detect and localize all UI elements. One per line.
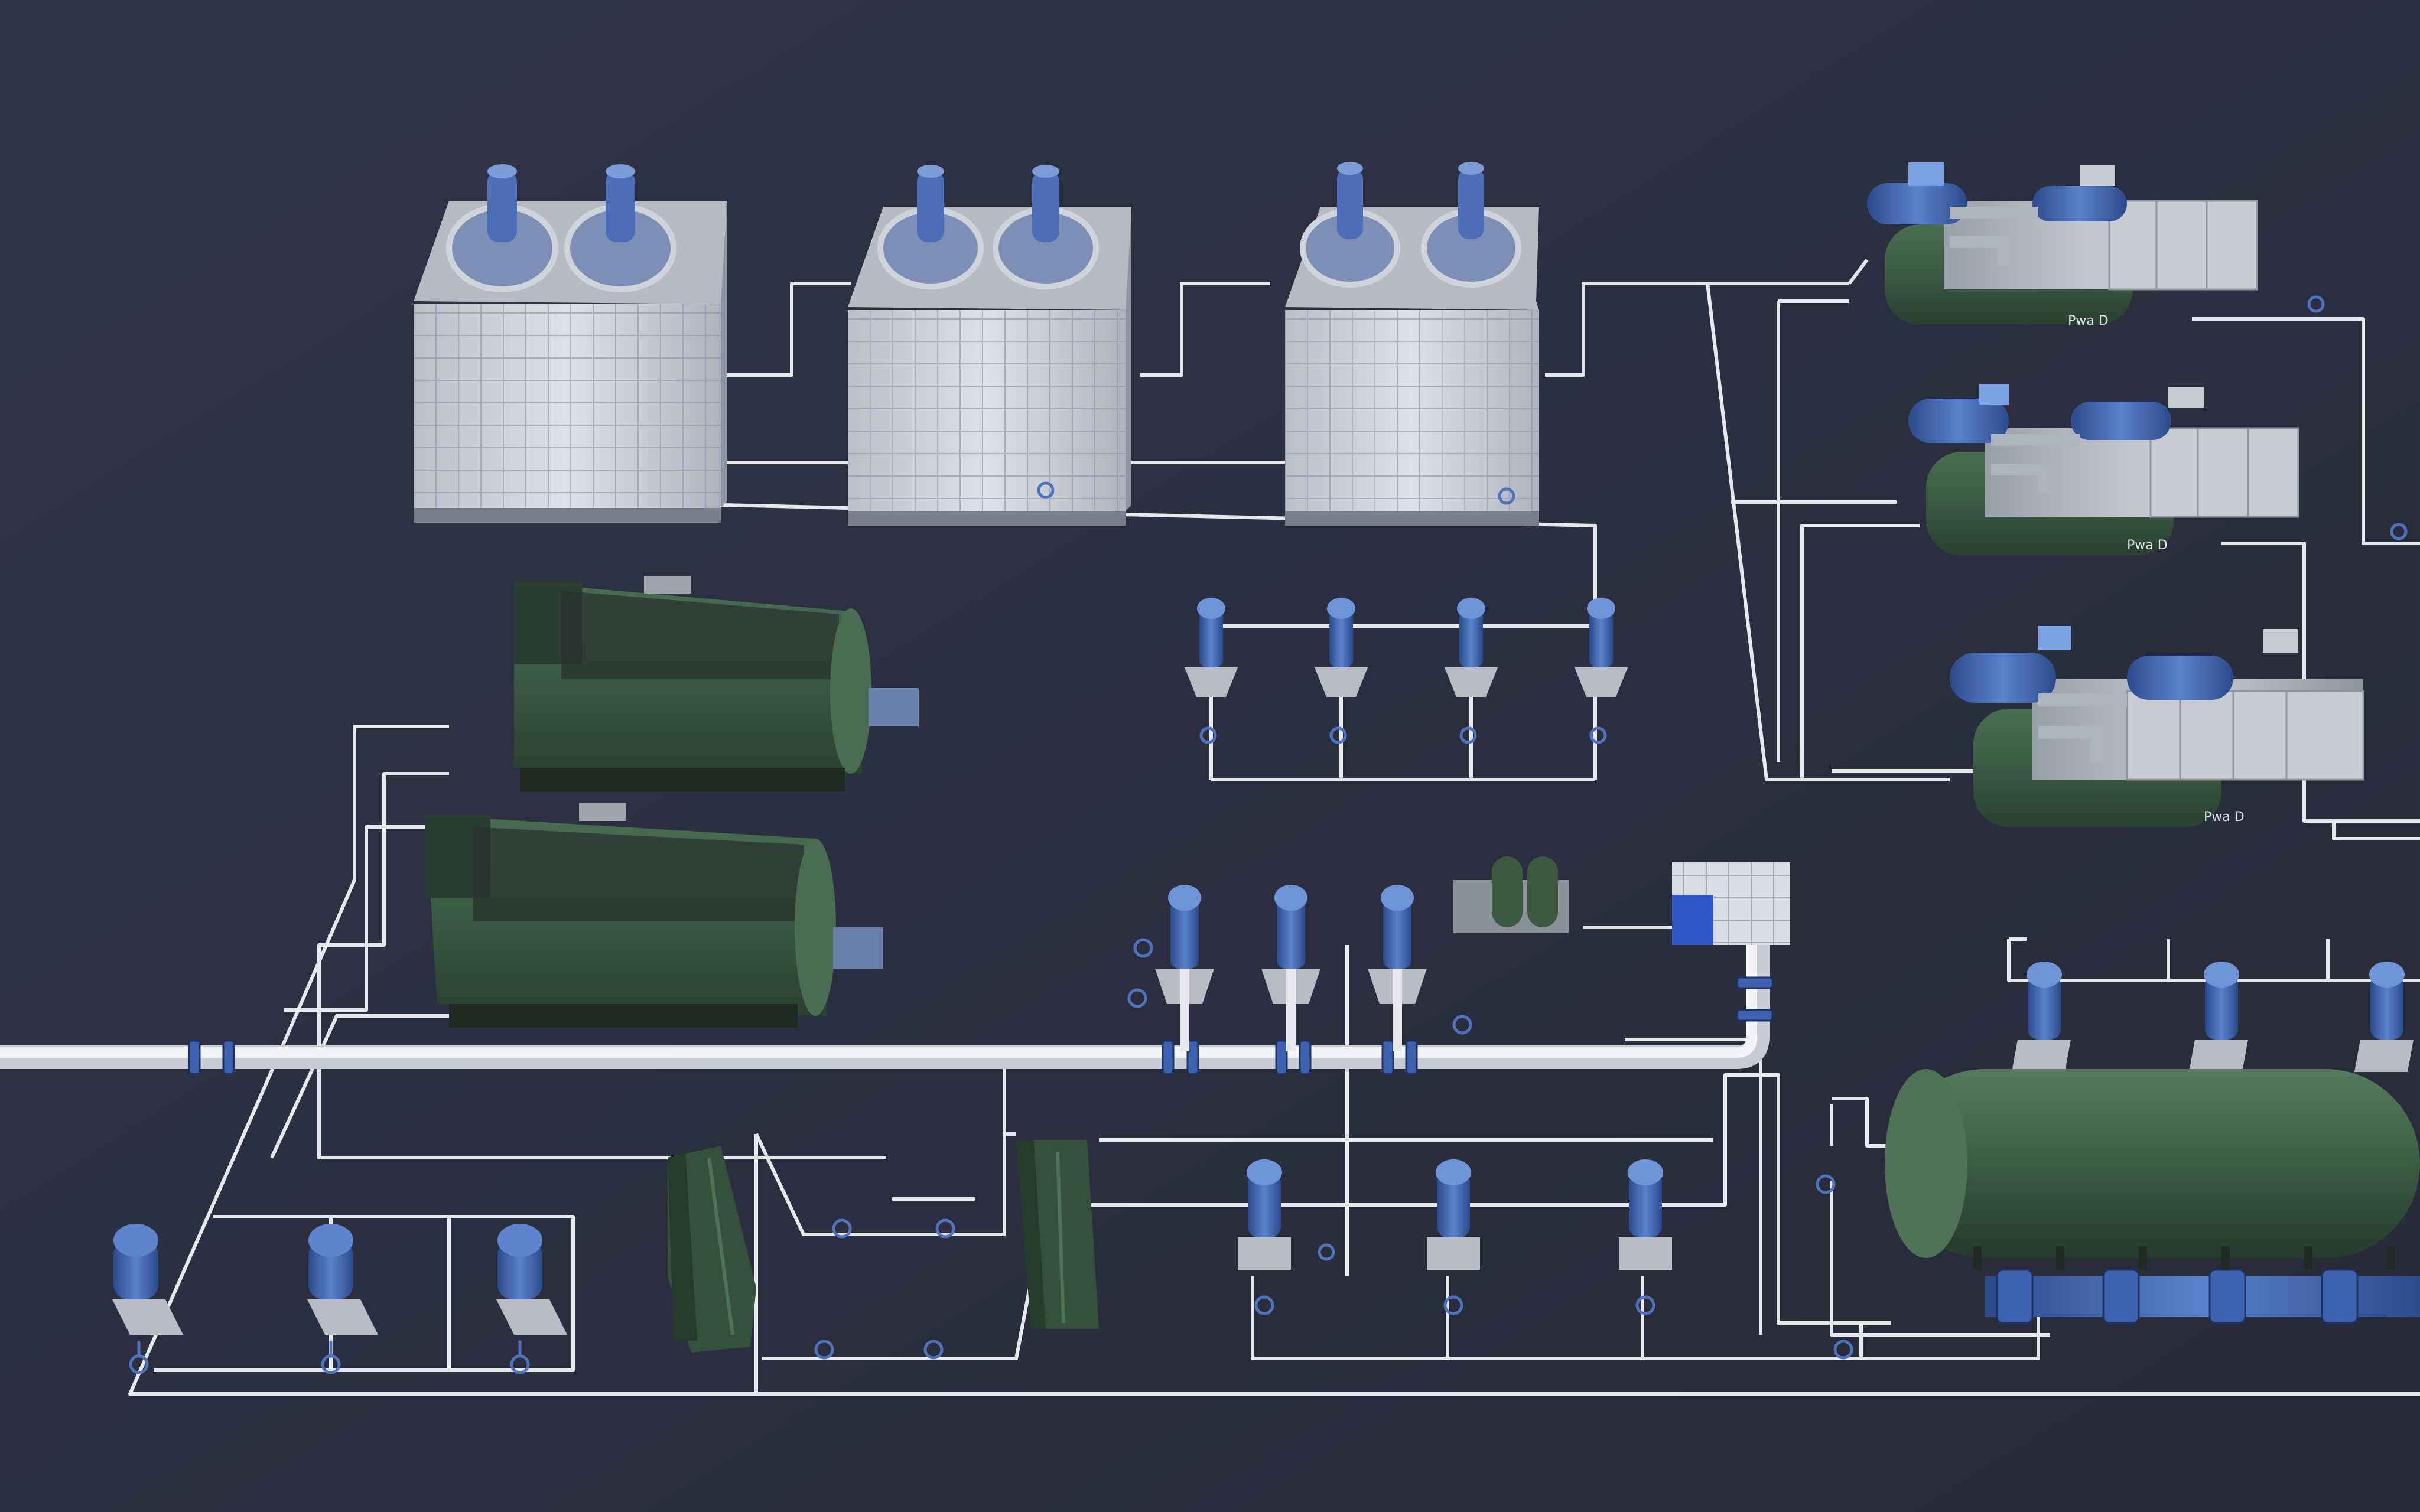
chiller-1-tag: Pwa D <box>2068 314 2109 328</box>
chiller-3: Pwa D <box>1950 626 2364 827</box>
pump-row-cooling-water <box>1185 598 1628 697</box>
valve-icon <box>129 1341 149 1374</box>
pump-row-tank <box>2012 962 2414 1072</box>
fan-icon <box>564 164 676 292</box>
valve-icon <box>1133 938 1153 958</box>
valve-icon <box>1127 988 1147 1008</box>
valve-markers <box>129 295 2408 1374</box>
valve-icon <box>2390 523 2408 540</box>
valve-icon <box>1635 1295 1655 1315</box>
valve-icon <box>1037 481 1055 499</box>
valve-icon <box>1816 1174 1836 1194</box>
valve-icon <box>832 1218 852 1239</box>
valve-icon <box>2307 295 2325 313</box>
pump-row-chilled-water <box>1155 885 1427 1051</box>
fan-icon <box>993 165 1099 289</box>
valve-icon <box>923 1340 944 1360</box>
pipe-network <box>128 259 2420 1396</box>
valve-icon <box>1452 1015 1472 1035</box>
pump-icon <box>1238 1159 1291 1270</box>
cooling-tower-1 <box>414 164 727 523</box>
pump-icon <box>1575 598 1628 697</box>
pump-icon <box>1315 598 1368 697</box>
expansion-unit <box>1453 856 1569 933</box>
valve-icon <box>1498 487 1515 505</box>
chiller-2: Pwa D <box>1908 384 2299 555</box>
heat-exchanger-1 <box>668 1146 756 1353</box>
boiler-2 <box>425 803 883 1028</box>
pump-icon <box>2354 962 2414 1072</box>
cooling-tower-2 <box>848 165 1131 526</box>
pump-row-secondary <box>1238 1159 1672 1270</box>
valve-icon <box>814 1340 834 1360</box>
valve-icon <box>510 1341 530 1374</box>
fan-icon <box>1300 162 1400 288</box>
pump-icon <box>1155 885 1214 1051</box>
pump-icon <box>1445 598 1498 697</box>
valve-icon <box>321 1341 341 1374</box>
valve-icon <box>1318 1243 1335 1261</box>
chiller-1: Pwa D <box>1867 162 2258 328</box>
valve-icon <box>1254 1295 1274 1315</box>
valve-icon <box>1199 726 1217 744</box>
pump-icon <box>1261 885 1320 1051</box>
valve-icon <box>1329 726 1347 744</box>
fan-icon <box>446 164 558 292</box>
valve-icon <box>1589 726 1607 744</box>
chiller-2-tag: Pwa D <box>2127 538 2168 553</box>
chiller-3-tag: Pwa D <box>2204 810 2245 825</box>
pump-icon <box>1427 1159 1480 1270</box>
pump-icon <box>496 1224 567 1335</box>
pump-icon <box>112 1224 183 1335</box>
pump-icon <box>1368 885 1427 1051</box>
pump-icon <box>1619 1159 1672 1270</box>
pump-icon <box>1185 598 1238 697</box>
valve-icon <box>1443 1295 1463 1315</box>
pump-row-hot-water <box>112 1224 567 1335</box>
fan-icon <box>1421 162 1521 288</box>
cooling-tower-3 <box>1285 162 1539 526</box>
valve-icon <box>935 1218 955 1239</box>
water-treatment-unit <box>1672 862 1790 945</box>
boiler-1 <box>514 576 919 791</box>
main-header-pipe <box>0 904 1774 1075</box>
valve-icon <box>1459 726 1477 744</box>
pump-icon <box>307 1224 378 1335</box>
valve-icon <box>1833 1340 1853 1360</box>
storage-tank <box>1885 1069 2420 1324</box>
heat-exchanger-2 <box>1016 1140 1099 1329</box>
fan-icon <box>877 165 984 289</box>
pump-icon <box>2189 962 2248 1072</box>
pump-icon <box>2012 962 2071 1072</box>
